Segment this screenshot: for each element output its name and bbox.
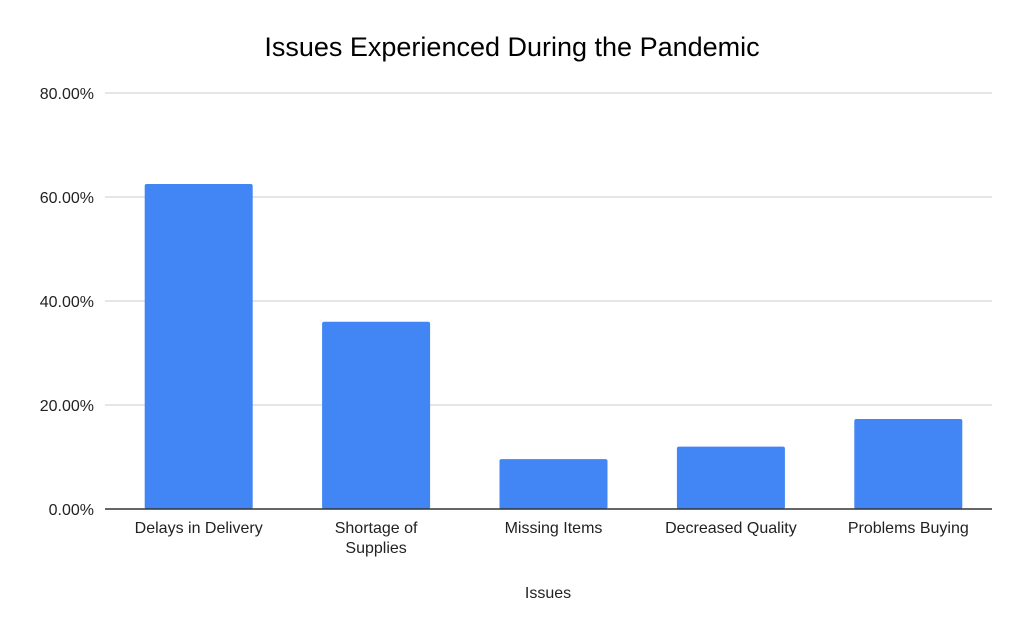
chart-title: Issues Experienced During the Pandemic xyxy=(264,32,759,62)
x-tick-label-line: Missing Items xyxy=(505,520,603,537)
x-tick-label: Missing Items xyxy=(505,520,603,537)
bar xyxy=(854,419,963,509)
y-tick-label: 60.00% xyxy=(40,190,94,207)
x-tick-label-line: Supplies xyxy=(345,540,406,557)
x-tick-label-line: Shortage of xyxy=(335,520,418,537)
y-axis-tick-labels: 0.00% 20.00% 40.00% 60.00% 80.00% xyxy=(40,86,94,519)
x-tick-label-line: Delays in Delivery xyxy=(135,520,263,537)
gridlines xyxy=(105,92,992,406)
x-tick-label: Shortage of Supplies xyxy=(335,520,418,557)
bar xyxy=(499,459,608,509)
x-tick-label: Problems Buying xyxy=(848,520,969,537)
x-tick-label: Decreased Quality xyxy=(665,520,797,537)
bar xyxy=(676,446,785,509)
bar xyxy=(144,184,253,509)
y-tick-label: 0.00% xyxy=(49,502,94,519)
y-tick-label: 40.00% xyxy=(40,294,94,311)
x-axis-tick-labels: Delays in Delivery Shortage of Supplies Mis… xyxy=(135,520,969,557)
bars xyxy=(144,184,963,509)
x-tick-label: Delays in Delivery xyxy=(135,520,263,537)
y-tick-label: 20.00% xyxy=(40,398,94,415)
y-tick-label: 80.00% xyxy=(40,86,94,103)
x-axis-title: Issues xyxy=(525,585,571,602)
bar xyxy=(322,321,431,509)
x-tick-label-line: Problems Buying xyxy=(848,520,969,537)
x-tick-label-line: Decreased Quality xyxy=(665,520,797,537)
